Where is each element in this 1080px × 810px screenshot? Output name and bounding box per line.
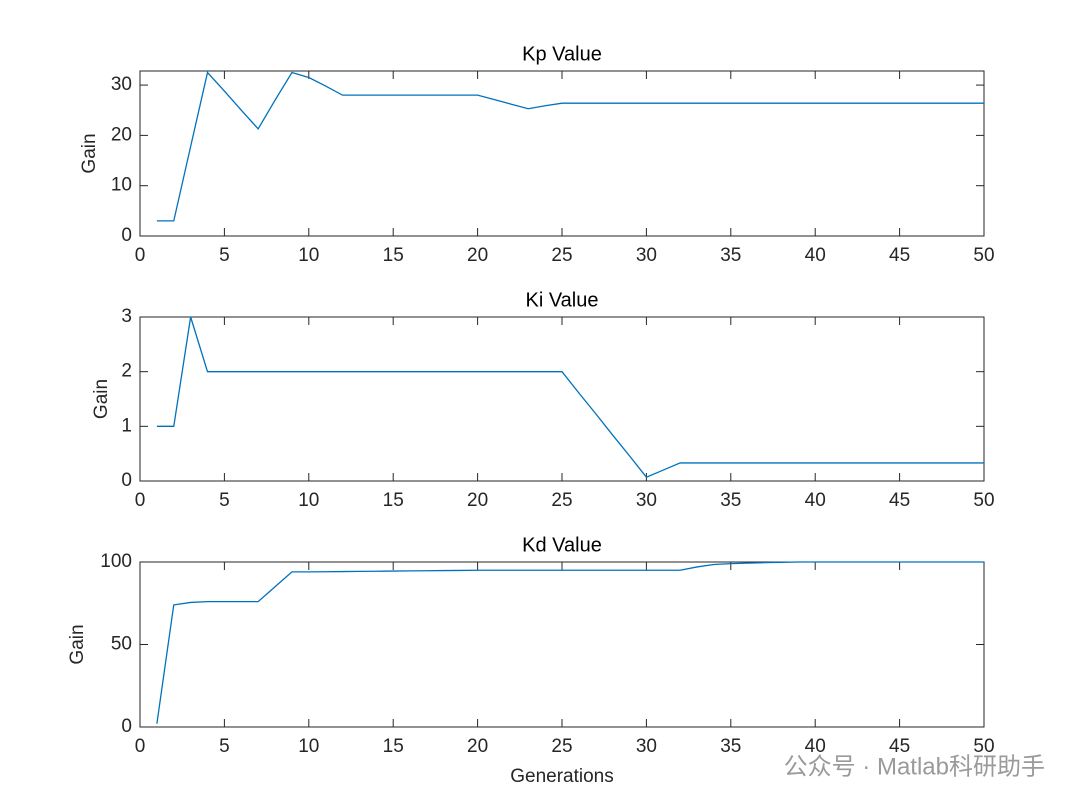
x-tick-label: 10 (298, 490, 319, 511)
axes-box (139, 316, 985, 482)
chart-title: Ki Value (525, 289, 598, 311)
x-tick-label: 50 (973, 490, 994, 511)
y-tick-label: 0 (121, 470, 132, 491)
x-tick-label: 25 (551, 736, 572, 757)
line (156, 561, 984, 724)
y-tick-label: 10 (111, 175, 132, 196)
line (156, 71, 984, 222)
chart-title: Kd Value (522, 534, 602, 556)
x-tick-label: 40 (805, 245, 826, 266)
x-tick-label: 0 (135, 490, 146, 511)
x-tick-label: 35 (720, 245, 741, 266)
x-tick-label: 45 (889, 490, 910, 511)
x-tick-label: 5 (219, 245, 230, 266)
y-axis-label: Gain (79, 133, 100, 173)
y-tick-label: 0 (121, 225, 132, 246)
x-tick-label: 45 (889, 736, 910, 757)
y-tick-label: 0 (121, 716, 132, 737)
x-axis-label: Generations (510, 766, 614, 787)
x-tick-label: 20 (467, 736, 488, 757)
line (156, 316, 984, 478)
x-tick-label: 50 (973, 245, 994, 266)
x-tick-label: 35 (720, 736, 741, 757)
y-tick-label: 100 (100, 551, 132, 572)
y-axis-label: Gain (67, 624, 88, 664)
x-tick-label: 35 (720, 490, 741, 511)
axes-box (139, 70, 985, 237)
x-tick-label: 25 (551, 245, 572, 266)
watermark: 公众号 · Matlab科研助手 (784, 753, 1045, 780)
x-tick-label: 40 (805, 736, 826, 757)
chart-title: Kp Value (522, 43, 602, 65)
x-tick-label: 30 (636, 245, 657, 266)
y-tick-label: 20 (111, 124, 132, 145)
x-tick-label: 15 (383, 245, 404, 266)
x-tick-label: 30 (636, 736, 657, 757)
y-tick-label: 3 (121, 306, 132, 327)
x-tick-label: 0 (135, 736, 146, 757)
x-tick-label: 5 (219, 490, 230, 511)
y-tick-label: 2 (121, 361, 132, 382)
x-tick-label: 25 (551, 490, 572, 511)
x-tick-label: 50 (973, 736, 994, 757)
x-tick-label: 20 (467, 490, 488, 511)
x-tick-label: 15 (383, 490, 404, 511)
x-tick-label: 15 (383, 736, 404, 757)
x-tick-label: 30 (636, 490, 657, 511)
axes-box (139, 561, 985, 728)
y-tick-label: 50 (111, 634, 132, 655)
x-tick-label: 40 (805, 490, 826, 511)
x-tick-label: 10 (298, 736, 319, 757)
y-tick-label: 30 (111, 74, 132, 95)
x-tick-label: 5 (219, 736, 230, 757)
x-tick-label: 45 (889, 245, 910, 266)
x-tick-label: 10 (298, 245, 319, 266)
x-tick-label: 0 (135, 245, 146, 266)
y-axis-label: Gain (91, 379, 112, 419)
y-tick-label: 1 (121, 415, 132, 436)
x-tick-label: 20 (467, 245, 488, 266)
